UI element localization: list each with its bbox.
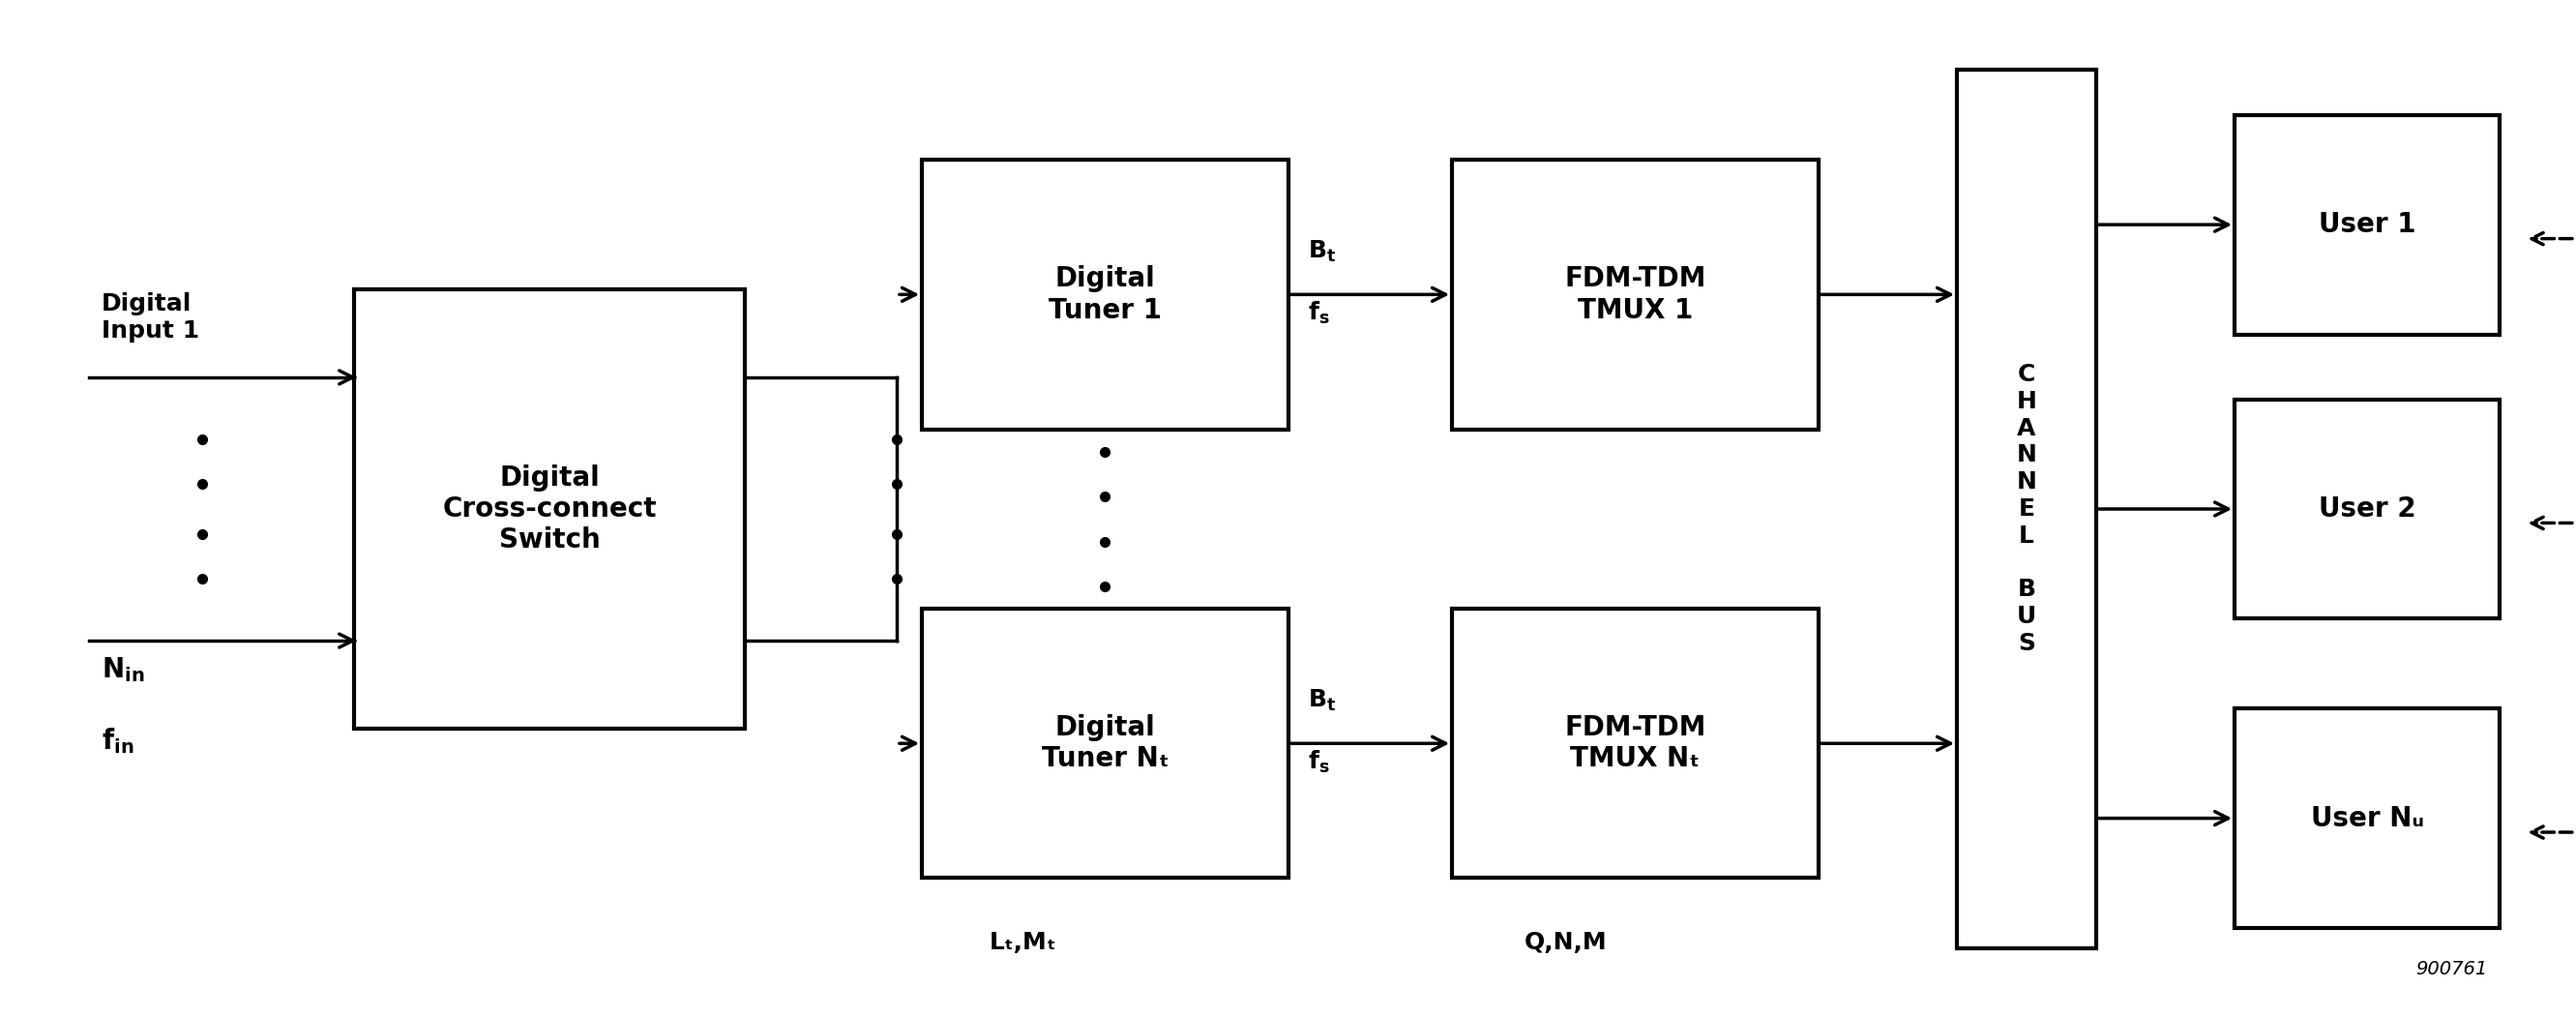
Text: $\mathbf{f_s}$: $\mathbf{f_s}$: [1309, 299, 1329, 326]
Bar: [2236, 115, 2499, 334]
Text: $\mathbf{N_{in}}$: $\mathbf{N_{in}}$: [100, 656, 144, 684]
Text: User 1: User 1: [2318, 211, 2416, 238]
Text: 900761: 900761: [2416, 960, 2486, 978]
Bar: [2236, 709, 2499, 928]
Text: Q,N,M: Q,N,M: [1525, 931, 1607, 955]
Text: Digital
Tuner 1: Digital Tuner 1: [1048, 266, 1162, 324]
Bar: [922, 609, 1288, 879]
Text: $\mathbf{B_t}$: $\mathbf{B_t}$: [1309, 239, 1337, 265]
Bar: [1453, 609, 1819, 879]
Text: C
H
A
N
N
E
L
 
B
U
S: C H A N N E L B U S: [2017, 362, 2038, 656]
Bar: [353, 289, 744, 729]
Bar: [2236, 399, 2499, 619]
Text: $\mathbf{B_t}$: $\mathbf{B_t}$: [1309, 688, 1337, 714]
Bar: [1453, 160, 1819, 430]
Text: User Nᵤ: User Nᵤ: [2311, 804, 2424, 832]
Text: Digital
Tuner Nₜ: Digital Tuner Nₜ: [1041, 715, 1170, 773]
Text: $\mathbf{f_s}$: $\mathbf{f_s}$: [1309, 748, 1329, 775]
Text: User 2: User 2: [2318, 496, 2416, 522]
Bar: [1958, 70, 2097, 948]
Text: FDM-TDM
TMUX 1: FDM-TDM TMUX 1: [1564, 266, 1705, 324]
Text: Lₜ,Mₜ: Lₜ,Mₜ: [989, 931, 1056, 955]
Text: FDM-TDM
TMUX Nₜ: FDM-TDM TMUX Nₜ: [1564, 715, 1705, 773]
Bar: [922, 160, 1288, 430]
Text: Digital
Cross-connect
Switch: Digital Cross-connect Switch: [443, 464, 657, 554]
Text: Digital
Input 1: Digital Input 1: [100, 292, 198, 342]
Text: $\mathbf{f_{in}}$: $\mathbf{f_{in}}$: [100, 726, 134, 755]
